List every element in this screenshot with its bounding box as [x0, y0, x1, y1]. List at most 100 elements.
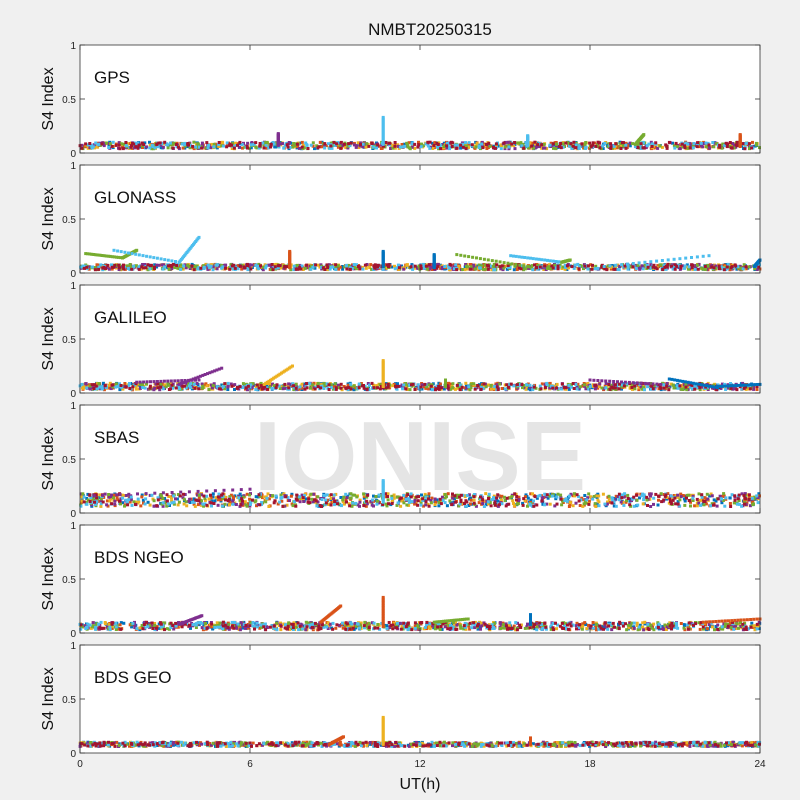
- data-point: [408, 146, 411, 150]
- data-point: [619, 385, 623, 388]
- data-point: [496, 144, 500, 148]
- data-point: [305, 386, 309, 390]
- data-point: [723, 144, 727, 147]
- data-point: [390, 499, 394, 503]
- data-point: [449, 387, 453, 391]
- data-point: [311, 500, 315, 503]
- data-point: [560, 387, 564, 391]
- data-point: [407, 141, 411, 145]
- panel-label: GPS: [94, 68, 130, 87]
- data-point: [529, 498, 533, 502]
- data-point: [88, 384, 92, 388]
- data-point: [305, 143, 309, 147]
- data-point: [586, 385, 590, 389]
- data-point: [87, 267, 91, 271]
- data-point: [591, 263, 594, 267]
- feature-point: [84, 252, 88, 256]
- data-point: [577, 146, 581, 150]
- data-point: [347, 386, 351, 390]
- data-point: [622, 495, 626, 499]
- data-point: [349, 387, 353, 391]
- data-point: [292, 268, 296, 272]
- data-point: [188, 146, 192, 150]
- data-point: [451, 496, 455, 500]
- data-point: [636, 146, 640, 149]
- data-point: [481, 146, 485, 150]
- data-point: [596, 266, 600, 270]
- data-point: [259, 381, 263, 385]
- data-point: [198, 145, 201, 149]
- data-point: [320, 266, 324, 269]
- data-point: [453, 143, 457, 147]
- data-point: [370, 381, 374, 385]
- data-point: [661, 268, 665, 271]
- data-point: [558, 263, 562, 267]
- data-point: [114, 143, 118, 147]
- data-point: [543, 386, 547, 389]
- data-point: [342, 144, 346, 148]
- data-point: [605, 502, 609, 506]
- data-point: [327, 383, 331, 387]
- data-point: [98, 493, 102, 497]
- data-point: [395, 503, 399, 507]
- base-scatter: [79, 262, 762, 272]
- data-point: [116, 498, 120, 502]
- data-point: [102, 144, 106, 148]
- data-point: [452, 500, 456, 504]
- data-point: [247, 265, 251, 269]
- data-point: [441, 143, 444, 146]
- data-point: [717, 264, 721, 268]
- data-point: [499, 267, 503, 271]
- data-point: [81, 264, 85, 268]
- data-point: [403, 382, 407, 386]
- data-point: [718, 494, 722, 498]
- data-point: [554, 145, 558, 149]
- feature-point: [749, 383, 753, 387]
- data-point: [490, 268, 494, 272]
- data-point: [435, 266, 439, 270]
- feature-point: [197, 235, 201, 239]
- feature-point: [270, 377, 274, 381]
- data-point: [427, 492, 431, 496]
- data-point: [180, 142, 184, 146]
- data-point: [393, 264, 396, 268]
- data-point: [464, 384, 468, 388]
- data-point: [215, 267, 219, 271]
- data-point: [654, 141, 658, 145]
- data-point: [582, 267, 585, 271]
- data-point: [535, 266, 538, 269]
- feature-point: [723, 384, 727, 388]
- data-point: [163, 383, 167, 387]
- feature-point: [381, 249, 385, 253]
- data-point: [657, 498, 660, 502]
- data-point: [695, 504, 699, 508]
- feature-point: [155, 256, 159, 260]
- data-point: [277, 264, 281, 268]
- data-point: [332, 140, 336, 144]
- data-point: [651, 142, 654, 146]
- data-point: [469, 498, 473, 502]
- data-point: [629, 504, 633, 508]
- data-point: [520, 383, 524, 387]
- data-point: [423, 492, 427, 496]
- data-point: [597, 500, 601, 504]
- data-point: [710, 265, 714, 269]
- data-point: [386, 498, 390, 502]
- data-point: [357, 146, 361, 149]
- data-point: [97, 499, 101, 503]
- data-point: [740, 492, 744, 496]
- data-point: [502, 495, 506, 499]
- data-point: [231, 499, 235, 503]
- feature-point: [215, 368, 219, 372]
- feature-series-11: [752, 258, 762, 268]
- data-point: [171, 146, 175, 150]
- feature-point: [608, 264, 612, 268]
- data-point: [400, 499, 404, 503]
- data-point: [553, 266, 557, 270]
- data-point: [464, 141, 467, 145]
- plot-area: [80, 285, 760, 393]
- data-point: [141, 146, 144, 149]
- data-point: [681, 384, 684, 388]
- data-point: [584, 501, 588, 505]
